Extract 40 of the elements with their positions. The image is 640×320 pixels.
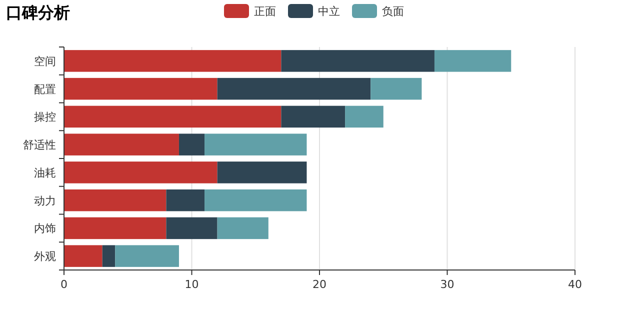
y-tick-label: 配置: [34, 82, 56, 96]
y-tick-label: 空间: [34, 54, 56, 68]
bar: [64, 217, 166, 240]
x-tick-label: 30: [440, 278, 454, 291]
bar: [64, 134, 179, 156]
y-tick-label: 操控: [34, 110, 56, 124]
bar: [204, 189, 307, 212]
legend-label: 负面: [382, 5, 404, 18]
x-tick-label: 0: [60, 278, 68, 291]
legend-label: 中立: [318, 5, 340, 18]
x-tick-label: 10: [184, 278, 199, 291]
bar: [178, 134, 205, 156]
bar: [64, 106, 282, 128]
bar: [281, 50, 434, 72]
x-tick-label: 40: [568, 278, 582, 291]
bar: [204, 134, 307, 156]
y-tick-label: 舒适性: [23, 138, 56, 152]
bar: [345, 106, 384, 128]
bar: [217, 162, 307, 184]
bar: [64, 78, 218, 100]
bar: [64, 50, 282, 72]
chart-title: 口碑分析: [6, 3, 70, 22]
bar: [64, 245, 102, 267]
y-tick-label: 内饰: [34, 222, 56, 236]
bar: [434, 50, 512, 72]
bar: [102, 245, 116, 267]
x-tick-label: 20: [312, 278, 326, 291]
bar: [217, 217, 268, 240]
legend-label: 正面: [254, 5, 276, 18]
y-tick-label: 油耗: [34, 166, 56, 180]
y-tick-label: 动力: [34, 194, 56, 208]
bar: [64, 189, 166, 212]
bar: [166, 189, 205, 212]
bar: [281, 106, 346, 128]
bar: [166, 217, 218, 240]
bar: [217, 78, 371, 100]
bar: [64, 162, 218, 184]
y-tick-label: 外观: [34, 250, 56, 264]
bar: [370, 78, 422, 100]
bar: [115, 245, 179, 267]
